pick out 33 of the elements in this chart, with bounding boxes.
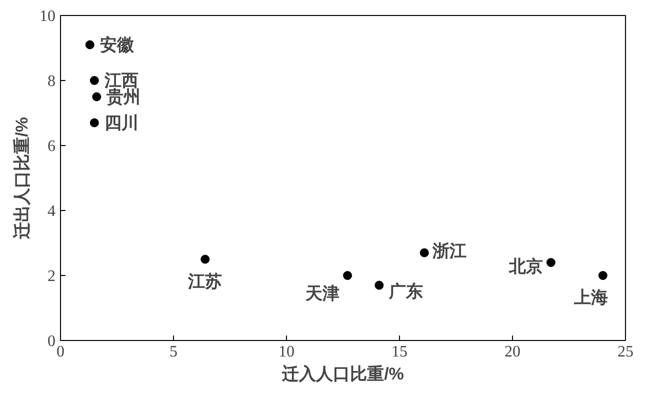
point bbox=[598, 271, 608, 280]
y-tick-label: 4 bbox=[48, 203, 56, 220]
y-axis-title: 迁出人口比重/% bbox=[12, 117, 32, 240]
annotation: 江苏 bbox=[187, 272, 222, 291]
annotation: 安徽 bbox=[100, 35, 135, 54]
y-tick-label: 6 bbox=[48, 138, 56, 155]
y-tick-label: 8 bbox=[48, 73, 56, 90]
annotation: 四川 bbox=[104, 113, 138, 132]
x-axis-title: 迁入人口比重/% bbox=[281, 364, 404, 384]
x-tick-label: 15 bbox=[392, 344, 408, 360]
point bbox=[90, 118, 99, 128]
point bbox=[374, 280, 384, 290]
y-tick-label: 0 bbox=[48, 333, 56, 350]
annotation: 广东 bbox=[388, 282, 424, 301]
point bbox=[85, 40, 94, 50]
y-tick-label: 10 bbox=[40, 8, 56, 25]
point bbox=[90, 76, 99, 85]
point bbox=[546, 258, 556, 267]
annotation: 江西 bbox=[103, 71, 138, 90]
point bbox=[92, 92, 102, 102]
annotation: 天津 bbox=[304, 284, 340, 303]
annotation: 北京 bbox=[508, 257, 543, 276]
point bbox=[343, 271, 352, 280]
x-tick-label: 10 bbox=[278, 344, 294, 360]
annotation: 贵州 bbox=[106, 87, 141, 106]
annotation: 浙江 bbox=[431, 241, 466, 260]
x-tick-label: 25 bbox=[618, 344, 634, 360]
point bbox=[200, 254, 210, 264]
y-tick-label: 2 bbox=[48, 268, 56, 285]
x-tick-label: 5 bbox=[170, 344, 178, 360]
annotation: 上海 bbox=[572, 288, 608, 307]
x-tick-label: 20 bbox=[504, 344, 520, 360]
point bbox=[420, 248, 429, 258]
